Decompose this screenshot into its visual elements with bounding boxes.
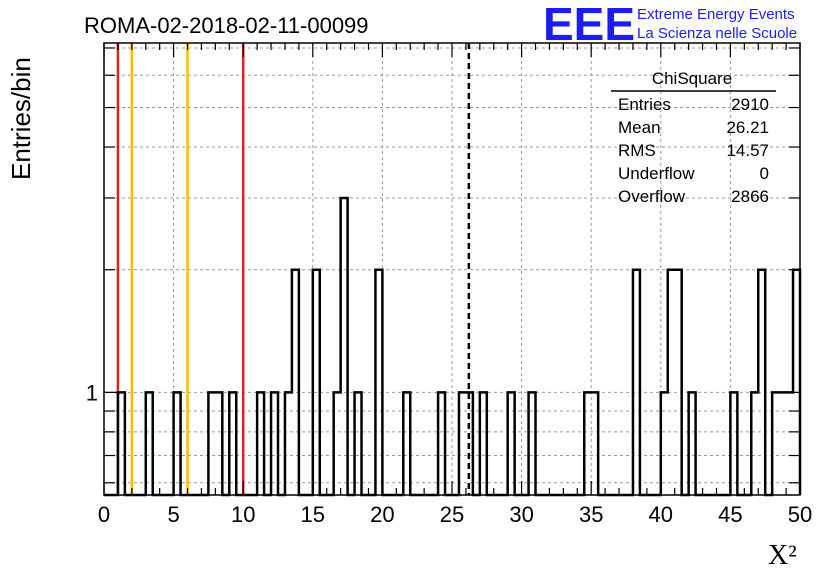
x-tick-label: 15 <box>301 502 325 527</box>
brand-line-2: La Scienza nelle Scuole <box>637 25 797 42</box>
stats-label: Entries <box>618 95 671 114</box>
x-tick-label: 35 <box>579 502 603 527</box>
x-tick-label: 20 <box>370 502 394 527</box>
x-tick-label: 30 <box>509 502 533 527</box>
stats-box: ChiSquare Entries 2910 Mean 26.21 RMS 14.57 Un… <box>611 69 776 206</box>
stats-value: 26.21 <box>726 118 769 137</box>
stats-label: Underflow <box>618 164 695 183</box>
eee-logo: EEE <box>543 0 635 50</box>
y-tick-label: 1 <box>86 380 98 405</box>
x-tick-label: 25 <box>440 502 464 527</box>
stats-label: Overflow <box>618 187 686 206</box>
axis-ticks <box>103 43 801 495</box>
x-tick-label: 0 <box>98 502 110 527</box>
stats-label: Mean <box>618 118 661 137</box>
x-axis-label: X² <box>768 540 797 571</box>
y-axis-label: Entries/bin <box>6 57 36 180</box>
brand-line-1: Extreme Energy Events <box>637 6 795 23</box>
stats-label: RMS <box>618 141 656 160</box>
x-tick-label: 40 <box>649 502 673 527</box>
stats-title: ChiSquare <box>652 69 732 88</box>
stats-value: 0 <box>760 164 769 183</box>
x-tick-label: 45 <box>718 502 742 527</box>
x-tick-label: 50 <box>788 502 812 527</box>
x-tick-label: 5 <box>167 502 179 527</box>
stats-value: 14.57 <box>726 141 769 160</box>
stats-value: 2910 <box>731 95 769 114</box>
x-tick-label: 10 <box>231 502 255 527</box>
stats-value: 2866 <box>731 187 769 206</box>
tick-labels: 0 5 10 15 20 25 30 35 40 45 50 1 <box>86 380 812 527</box>
chart-title: ROMA-02-2018-02-11-00099 <box>84 13 369 38</box>
